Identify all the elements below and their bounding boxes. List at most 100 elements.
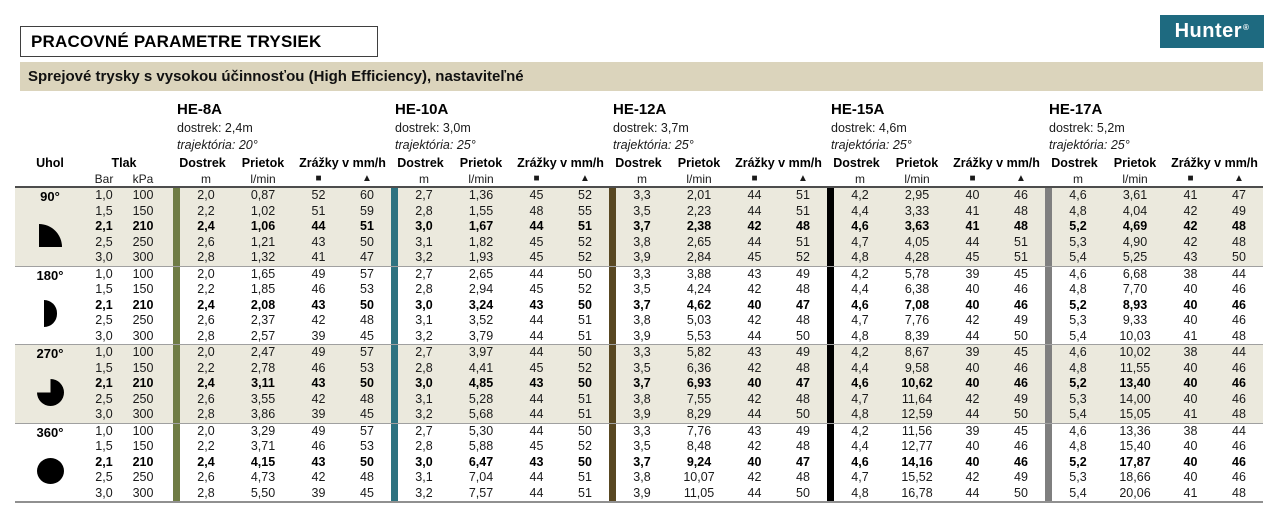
zrazky-square-value: 49 — [311, 266, 326, 281]
zrazky-triangle-value: 46 — [1232, 439, 1246, 453]
dostrek-value: 4,8 — [1069, 203, 1087, 218]
zrazky-triangle-value: 48 — [1232, 485, 1246, 500]
dostrek-value: 2,0 — [197, 423, 215, 438]
zrazky-square-value: 44 — [529, 266, 544, 281]
divider-bar — [827, 266, 834, 282]
divider-bar — [609, 423, 616, 439]
nozzle-trajectory: trajektória: 25° — [395, 138, 476, 152]
divider-bar — [391, 282, 398, 298]
zrazky-triangle-value: 48 — [1232, 234, 1246, 249]
divider-bar — [173, 282, 180, 298]
dostrek-value: 2,8 — [415, 282, 433, 296]
divider-bar — [1045, 250, 1052, 266]
zrazky-triangle-value: 60 — [360, 188, 374, 202]
zrazky-square-value: 39 — [311, 407, 326, 421]
divider-bar — [391, 407, 398, 423]
dostrek-value: 3,2 — [415, 485, 433, 500]
dostrek-value: 4,6 — [1069, 266, 1087, 281]
zrazky-square-value: 44 — [529, 219, 544, 233]
zrazky-triangle-value: 48 — [796, 313, 810, 327]
nozzle-range: dostrek: 3,0m — [395, 121, 471, 135]
zrazky-square-value: 44 — [965, 328, 980, 343]
divider-bar — [609, 266, 616, 282]
prietok-value: 1,32 — [250, 250, 276, 264]
pressure-bar-value: 1,5 — [95, 360, 113, 375]
units-row: Bar kPa m l/min ■ ▲ m l/min ■ ▲ m l/min ■ ▲ m l/min ■ ▲ m l… — [15, 171, 1263, 186]
prietok-value: 10,02 — [1119, 345, 1151, 359]
zrazky-square-value: 38 — [1183, 345, 1198, 359]
divider-bar — [1045, 439, 1052, 455]
prietok-value: 4,85 — [468, 376, 494, 390]
divider-bar — [1045, 360, 1052, 376]
angle-group-270: 270° 1,0 100 2,0 2,47 49 57 2,7 3,97 44 50 3,3 5,82 4… — [15, 344, 1263, 423]
divider-bar — [391, 203, 398, 219]
dostrek-value: 2,7 — [415, 266, 433, 281]
prietok-value: 16,78 — [901, 485, 933, 500]
zrazky-square-value: 42 — [965, 470, 980, 484]
zrazky-square-value: 40 — [747, 376, 762, 390]
col-header-dostrek: Dostrek — [833, 155, 880, 170]
zrazky-triangle-value: 52 — [578, 360, 592, 375]
prietok-value: 1,85 — [250, 282, 276, 296]
dostrek-value: 3,7 — [633, 376, 651, 390]
unit-m: m — [201, 171, 211, 186]
dostrek-value: 3,2 — [415, 250, 433, 264]
divider-bar — [609, 188, 616, 204]
prietok-value: 15,05 — [1119, 407, 1151, 421]
prietok-value: 4,69 — [1122, 219, 1148, 233]
prietok-value: 3,79 — [468, 328, 494, 343]
zrazky-square-value: 40 — [1183, 282, 1198, 296]
zrazky-square-value: 40 — [1183, 454, 1198, 469]
zrazky-triangle-value: 46 — [1014, 360, 1028, 375]
divider-bar — [391, 376, 398, 392]
prietok-value: 4,73 — [250, 470, 276, 484]
prietok-value: 3,71 — [250, 439, 276, 453]
divider-bar — [173, 391, 180, 407]
table-row: 2,5 250 2,6 3,55 42 48 3,1 5,28 44 51 3,8 7,55 42 48 4… — [15, 391, 1263, 407]
zrazky-triangle-value: 46 — [1232, 454, 1246, 469]
unit-bar: Bar — [94, 171, 114, 186]
dostrek-value: 4,7 — [851, 391, 869, 406]
table-row: 3,0 300 2,8 3,86 39 45 3,2 5,68 44 51 3,9 8,29 44 50 4… — [15, 407, 1263, 423]
zrazky-square-value: 42 — [747, 391, 762, 406]
pressure-kpa-value: 300 — [132, 485, 154, 500]
page-title: PRACOVNÉ PARAMETRE TRYSIEK — [20, 26, 378, 57]
prietok-value: 8,93 — [1122, 297, 1148, 312]
dostrek-value: 2,7 — [415, 423, 433, 438]
zrazky-square-value: 42 — [747, 282, 762, 296]
dostrek-value: 4,6 — [1069, 345, 1087, 359]
divider-bar — [1045, 297, 1052, 313]
dostrek-value: 3,3 — [633, 345, 651, 359]
divider-bar — [827, 423, 834, 439]
pressure-bar-value: 1,0 — [95, 188, 113, 202]
prietok-value: 8,29 — [686, 407, 712, 421]
zrazky-square-value: 40 — [965, 297, 980, 312]
prietok-value: 2,37 — [250, 313, 276, 327]
col-header-zrazky: Zrážky v mm/h — [953, 155, 1040, 170]
dostrek-value: 2,2 — [197, 360, 215, 375]
zrazky-triangle-value: 50 — [578, 297, 592, 312]
prietok-value: 14,16 — [901, 454, 933, 469]
dostrek-value: 5,4 — [1069, 328, 1087, 343]
zrazky-square-value: 44 — [747, 188, 762, 202]
prietok-value: 9,58 — [904, 360, 930, 375]
dostrek-value: 3,1 — [415, 234, 433, 249]
divider-bar — [827, 407, 834, 423]
zrazky-square-value: 40 — [965, 376, 980, 390]
col-header-zrazky: Zrážky v mm/h — [735, 155, 822, 170]
prietok-value: 4,90 — [1122, 234, 1148, 249]
zrazky-square-value: 43 — [747, 423, 762, 438]
triangle-symbol-icon: ▲ — [362, 172, 372, 184]
divider-bar — [827, 297, 834, 313]
dostrek-value: 2,7 — [415, 345, 433, 359]
divider-bar — [173, 439, 180, 455]
zrazky-square-value: 43 — [529, 297, 544, 312]
zrazky-triangle-value: 46 — [1232, 313, 1246, 327]
zrazky-triangle-value: 46 — [1014, 376, 1028, 390]
zrazky-square-value: 43 — [529, 376, 544, 390]
nozzle-name: HE-17A — [1049, 101, 1103, 118]
dostrek-value: 3,1 — [415, 391, 433, 406]
zrazky-triangle-value: 46 — [1232, 297, 1246, 312]
table-row: 1,5 150 2,2 1,02 51 59 2,8 1,55 48 55 3,5 2,23 44 51 4… — [15, 203, 1263, 219]
